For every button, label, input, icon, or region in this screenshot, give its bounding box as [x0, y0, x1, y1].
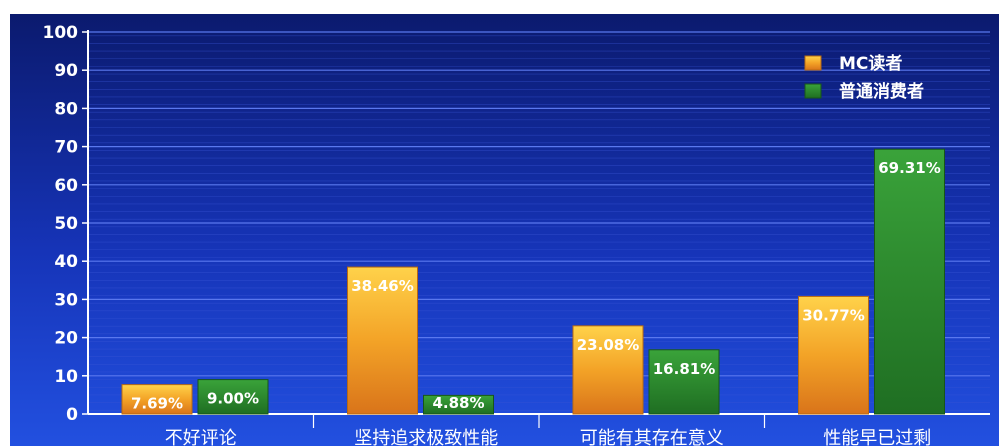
bar-mc-readers [572, 325, 644, 415]
data-label: 7.69% [131, 395, 183, 413]
bar-general-consumers [197, 379, 269, 415]
bar-mc-readers [798, 295, 869, 415]
legend-swatch-mc-readers [804, 55, 822, 71]
x-tick-label: 坚持追求极致性能 [354, 428, 498, 446]
x-tick-label: 可能有其存在意义 [580, 428, 724, 446]
bar-general-consumers [648, 349, 720, 415]
y-tick-label: 80 [54, 99, 78, 119]
y-tick-label: 10 [54, 367, 78, 387]
bar-general-consumers [874, 148, 945, 415]
x-tick-label: 性能早已过剩 [823, 428, 931, 446]
y-tick-label: 30 [54, 290, 78, 310]
bar-mc-readers [121, 384, 193, 415]
data-label: 9.00% [207, 390, 259, 408]
y-tick-label: 50 [54, 214, 78, 234]
y-tick-label: 0 [66, 405, 78, 425]
legend-label: MC读者 [839, 53, 902, 74]
data-label: 16.81% [653, 360, 715, 378]
y-tick-label: 60 [54, 176, 78, 196]
y-tick-label: 70 [54, 138, 78, 158]
y-tick-label: 20 [54, 329, 78, 349]
data-label: 30.77% [802, 306, 864, 324]
y-tick-label: 40 [54, 252, 78, 272]
bar-mc-readers [347, 266, 418, 415]
data-label: 69.31% [878, 159, 940, 177]
data-label: 4.88% [432, 394, 484, 412]
data-label: 23.08% [577, 336, 639, 354]
legend-label: 普通消费者 [839, 81, 924, 102]
legend-swatch-general-consumers [804, 83, 822, 99]
y-tick-label: 90 [54, 61, 78, 81]
x-tick-label: 不好评论 [165, 428, 237, 446]
bar-general-consumers [423, 394, 494, 415]
y-tick-label: 100 [43, 23, 79, 43]
data-label: 38.46% [351, 277, 413, 295]
